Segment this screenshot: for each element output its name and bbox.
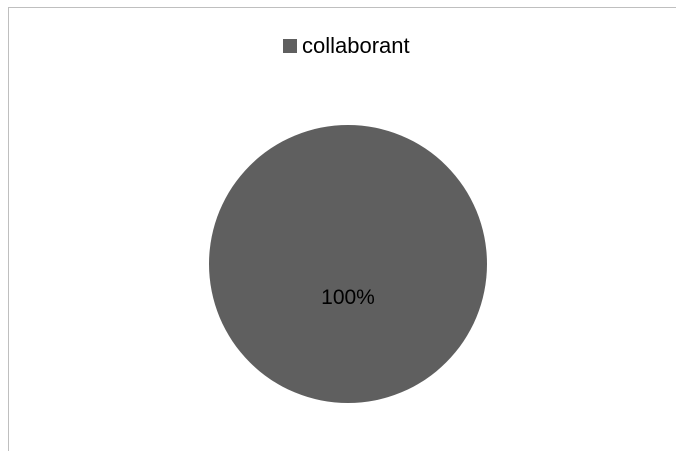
legend: collaborant (283, 33, 410, 58)
pie-data-label: 100% (321, 286, 375, 309)
legend-swatch (283, 39, 297, 53)
legend-label: collaborant (302, 33, 410, 58)
pie-labels: 100% (321, 286, 375, 309)
pie-slice-collaborant (209, 125, 487, 403)
pie-slices (209, 125, 487, 403)
